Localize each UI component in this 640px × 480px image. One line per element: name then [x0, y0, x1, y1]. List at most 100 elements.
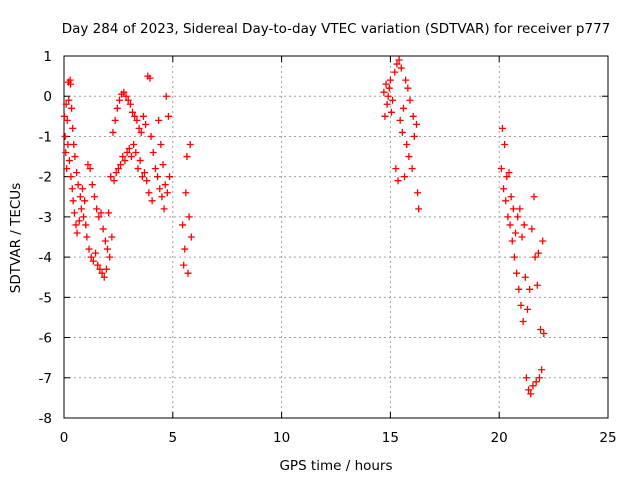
data-point-marker	[519, 317, 527, 325]
data-point-marker	[181, 245, 189, 253]
data-point-marker	[413, 120, 421, 128]
data-point-marker	[93, 205, 101, 213]
data-point-marker	[410, 132, 418, 140]
y-tick-label: 0	[43, 89, 52, 105]
data-point-marker	[113, 104, 121, 112]
data-point-marker	[84, 161, 92, 169]
data-point-marker	[157, 140, 165, 148]
data-point-marker	[521, 273, 529, 281]
data-point-marker	[68, 104, 76, 112]
data-point-marker	[380, 88, 388, 96]
data-point-marker	[516, 205, 524, 213]
data-point-marker	[136, 157, 144, 165]
data-point-marker	[75, 217, 83, 225]
data-point-marker	[504, 213, 512, 221]
data-point-marker	[525, 386, 533, 394]
data-point-marker	[120, 88, 128, 96]
data-point-marker	[184, 269, 192, 277]
chart-title: Day 284 of 2023, Sidereal Day-to-day VTE…	[62, 21, 611, 37]
data-point-marker	[109, 128, 117, 136]
data-point-marker	[100, 273, 108, 281]
data-point-marker	[529, 382, 537, 390]
data-point-marker	[159, 161, 167, 169]
data-point-marker	[131, 112, 139, 120]
plot-frame	[63, 55, 609, 419]
data-point-marker	[163, 189, 171, 197]
data-point-marker	[508, 237, 516, 245]
y-tick-label: -3	[39, 210, 52, 226]
data-point-marker	[134, 165, 142, 173]
data-point-marker	[63, 165, 71, 173]
data-point-marker	[72, 221, 80, 229]
data-point-marker	[527, 390, 535, 398]
data-point-marker	[187, 233, 195, 241]
y-tick-label: -8	[39, 411, 52, 427]
data-point-marker	[70, 140, 78, 148]
grid-lines	[64, 56, 608, 418]
data-point-marker	[500, 185, 508, 193]
data-point-marker	[409, 112, 417, 120]
data-point-marker	[539, 237, 547, 245]
x-tick-label: 5	[169, 430, 178, 446]
data-point-marker	[104, 245, 112, 253]
data-point-marker	[67, 173, 75, 181]
data-point-marker	[64, 140, 72, 148]
data-point-marker	[403, 140, 411, 148]
data-point-marker	[119, 153, 127, 161]
data-point-marker	[414, 189, 422, 197]
data-point-marker	[160, 205, 168, 213]
data-point-marker	[67, 80, 75, 88]
data-point-marker	[68, 185, 76, 193]
data-point-marker	[99, 225, 107, 233]
y-axis-label: SDTVAR / TECUs	[8, 183, 24, 293]
data-point-marker	[408, 165, 416, 173]
x-tick-label: 0	[60, 430, 69, 446]
data-point-marker	[89, 257, 97, 265]
data-point-marker	[96, 265, 104, 273]
data-point-marker	[381, 112, 389, 120]
data-point-marker	[107, 173, 115, 181]
data-point-marker	[154, 173, 162, 181]
data-point-marker	[102, 265, 110, 273]
y-tick-label: -5	[39, 290, 52, 306]
data-point-marker	[528, 225, 536, 233]
data-point-marker	[65, 96, 73, 104]
data-point-marker	[70, 209, 78, 217]
y-tick-label: -4	[39, 250, 52, 266]
data-point-marker	[384, 92, 392, 100]
data-point-marker	[111, 116, 119, 124]
data-point-marker	[115, 96, 123, 104]
data-point-marker	[534, 249, 542, 257]
data-point-marker	[514, 213, 522, 221]
data-point-marker	[130, 140, 138, 148]
data-point-marker	[180, 261, 188, 269]
data-point-marker	[393, 60, 401, 68]
x-tick-label: 25	[599, 430, 616, 446]
data-point-marker	[143, 177, 151, 185]
data-point-marker	[62, 149, 70, 157]
data-point-marker	[141, 169, 149, 177]
data-point-marker	[383, 100, 391, 108]
data-point-marker	[97, 209, 105, 217]
data-point-marker	[513, 269, 521, 277]
data-point-marker	[509, 205, 517, 213]
x-tick-label: 10	[273, 430, 290, 446]
data-point-marker	[397, 64, 405, 72]
data-point-marker	[182, 189, 190, 197]
data-point-marker	[88, 181, 96, 189]
data-point-marker	[532, 378, 540, 386]
data-point-marker	[502, 197, 510, 205]
data-point-marker	[63, 116, 71, 124]
data-point-marker	[395, 56, 403, 64]
data-point-marker	[74, 181, 82, 189]
data-point-marker	[138, 173, 146, 181]
data-point-marker	[121, 157, 129, 165]
data-point-marker	[530, 193, 538, 201]
data-point-marker	[147, 132, 155, 140]
data-point-marker	[73, 169, 81, 177]
data-point-marker	[151, 165, 159, 173]
data-point-marker	[389, 96, 397, 104]
data-point-marker	[526, 285, 534, 293]
data-point-marker	[518, 233, 526, 241]
data-point-marker	[537, 326, 545, 334]
